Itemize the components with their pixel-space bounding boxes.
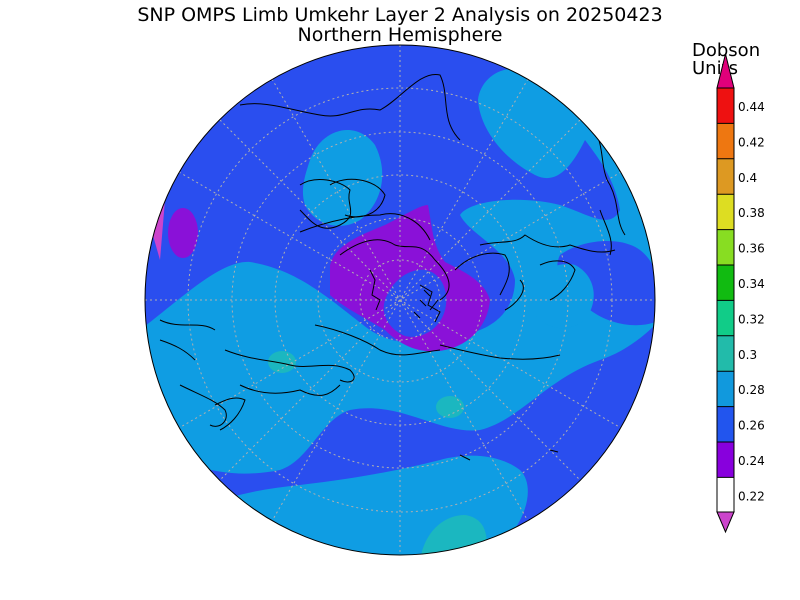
colorbar-label: 0.38 xyxy=(738,206,765,220)
graticule xyxy=(145,45,655,555)
colorbar-segment xyxy=(717,229,734,265)
colorbar-label: 0.34 xyxy=(738,277,765,291)
colorbar-segment xyxy=(717,194,734,230)
colorbar-bottom-triangle xyxy=(716,511,735,534)
colorbar-segment xyxy=(717,123,734,159)
coastlines xyxy=(159,74,626,491)
colorbar-segment xyxy=(717,335,734,372)
colorbar-segment xyxy=(717,442,734,478)
contour-fill-028-030-patch xyxy=(268,351,296,373)
colorbar-label: 0.32 xyxy=(738,312,765,326)
colorbar-segment xyxy=(717,265,734,301)
colorbar-label: 0.36 xyxy=(738,242,765,256)
colorbar: 0.44 0.42 0.4 0.38 0.36 0.34 0.32 0.3 0.28 0.26 0.… xyxy=(716,53,765,534)
colorbar-label: 0.28 xyxy=(738,383,765,397)
units-label-line1: Dobson xyxy=(692,40,761,61)
colorbar-label: 0.42 xyxy=(738,135,765,149)
map-boundary xyxy=(144,44,656,556)
contour-fill-edge xyxy=(150,200,165,260)
colorbar-segment xyxy=(717,88,734,124)
colorbar-label: 0.22 xyxy=(738,489,765,503)
contour-fill-028-030-patch xyxy=(436,396,464,418)
colorbar-segment xyxy=(717,406,734,442)
colorbar-label: 0.24 xyxy=(738,454,765,468)
contour-fill-026-028-east xyxy=(525,264,594,329)
colorbar-label: 0.3 xyxy=(738,348,757,362)
contour-fill-024-026-hole xyxy=(383,269,447,337)
colorbar-segment xyxy=(717,300,734,336)
colorbar-top-triangle xyxy=(716,53,735,89)
colorbar-segment xyxy=(717,371,734,407)
colorbar-label: 0.44 xyxy=(738,100,765,114)
map-subtitle: Northern Hemisphere xyxy=(297,24,503,46)
polar-map xyxy=(145,45,655,555)
colorbar-label: 0.26 xyxy=(738,419,765,433)
colorbar-label: 0.4 xyxy=(738,171,757,185)
map-title: SNP OMPS Limb Umkehr Layer 2 Analysis on… xyxy=(137,4,663,26)
colorbar-segment xyxy=(717,158,734,195)
contour-fill-022-024-west xyxy=(168,208,198,258)
